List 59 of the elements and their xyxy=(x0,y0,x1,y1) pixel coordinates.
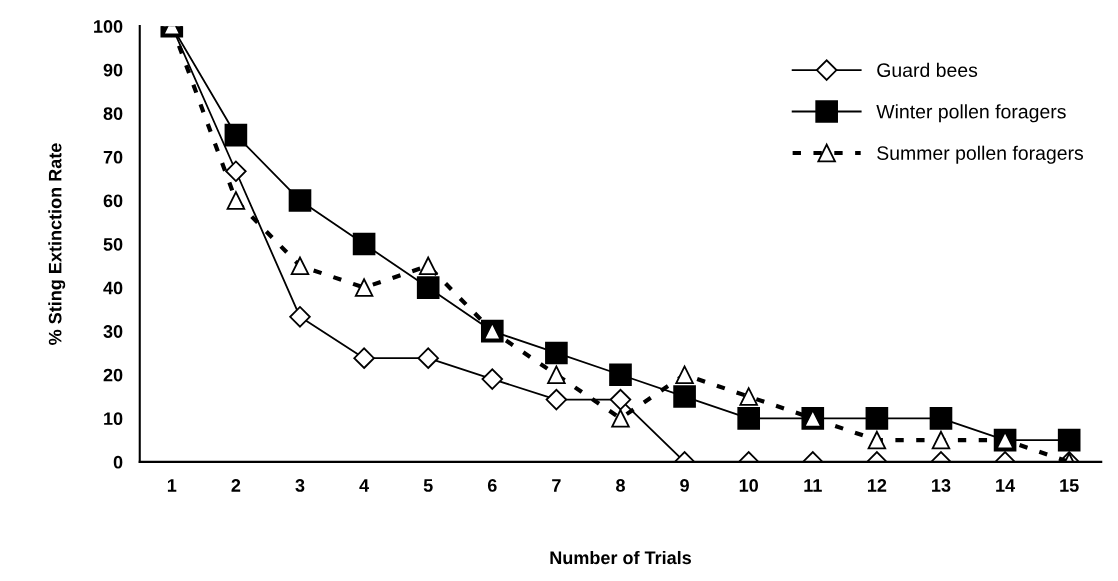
point xyxy=(481,368,504,390)
point xyxy=(865,406,889,430)
x-tick-label: 8 xyxy=(616,479,625,492)
x-tick-label: 4 xyxy=(359,479,370,492)
y-tick-label: 90 xyxy=(103,63,123,77)
x-tick-label: 5 xyxy=(423,479,433,492)
x-tick-label: 2 xyxy=(231,479,241,492)
y-tick-label: 60 xyxy=(103,194,123,208)
point xyxy=(675,365,694,384)
point xyxy=(929,406,953,430)
point xyxy=(226,191,246,210)
legend-label: Winter pollen foragers xyxy=(876,104,1066,123)
x-tick-label: 7 xyxy=(552,479,561,492)
point xyxy=(737,406,761,430)
point xyxy=(609,388,632,411)
y-tick-label: 10 xyxy=(104,412,123,426)
point xyxy=(353,347,375,369)
point xyxy=(224,123,248,147)
point xyxy=(290,256,310,276)
y-tick-label: 100 xyxy=(94,20,123,33)
point xyxy=(611,409,630,428)
point xyxy=(225,160,247,182)
point xyxy=(545,388,568,411)
point xyxy=(545,341,568,365)
y-tick-label: 70 xyxy=(103,150,123,164)
x-tick-label: 13 xyxy=(932,479,951,492)
y-tick-label: 40 xyxy=(103,281,123,295)
y-tick-label: 30 xyxy=(103,325,123,338)
point xyxy=(417,347,439,369)
y-axis-title: % Sting Extinction Rate xyxy=(48,143,66,345)
y-tick-label: 20 xyxy=(103,368,123,382)
point xyxy=(739,387,758,406)
point xyxy=(416,276,440,299)
x-axis-title: Number of Trials xyxy=(550,550,691,565)
x-tick-label: 10 xyxy=(739,479,758,492)
point xyxy=(931,430,951,450)
point xyxy=(673,385,696,408)
point xyxy=(547,365,566,384)
point xyxy=(289,306,311,328)
point xyxy=(1057,428,1081,452)
y-tick-label: 50 xyxy=(103,237,123,251)
x-tick-label: 11 xyxy=(804,479,822,492)
y-tick-label: 0 xyxy=(113,455,123,469)
point xyxy=(609,363,632,387)
x-tick-label: 12 xyxy=(867,479,887,492)
y-tick-label: 80 xyxy=(103,107,123,121)
point xyxy=(288,189,312,212)
point xyxy=(352,232,376,256)
legend-label: Summer pollen foragers xyxy=(877,145,1084,164)
x-tick-label: 9 xyxy=(680,479,689,492)
x-tick-label: 3 xyxy=(295,479,305,492)
point xyxy=(867,430,887,450)
x-tick-label: 14 xyxy=(996,479,1016,492)
legend-label: Guard bees xyxy=(877,62,978,78)
point xyxy=(418,256,438,276)
point xyxy=(354,278,374,297)
x-tick-label: 6 xyxy=(487,479,497,492)
x-tick-label: 15 xyxy=(1060,479,1079,492)
x-tick-label: 1 xyxy=(167,479,177,492)
